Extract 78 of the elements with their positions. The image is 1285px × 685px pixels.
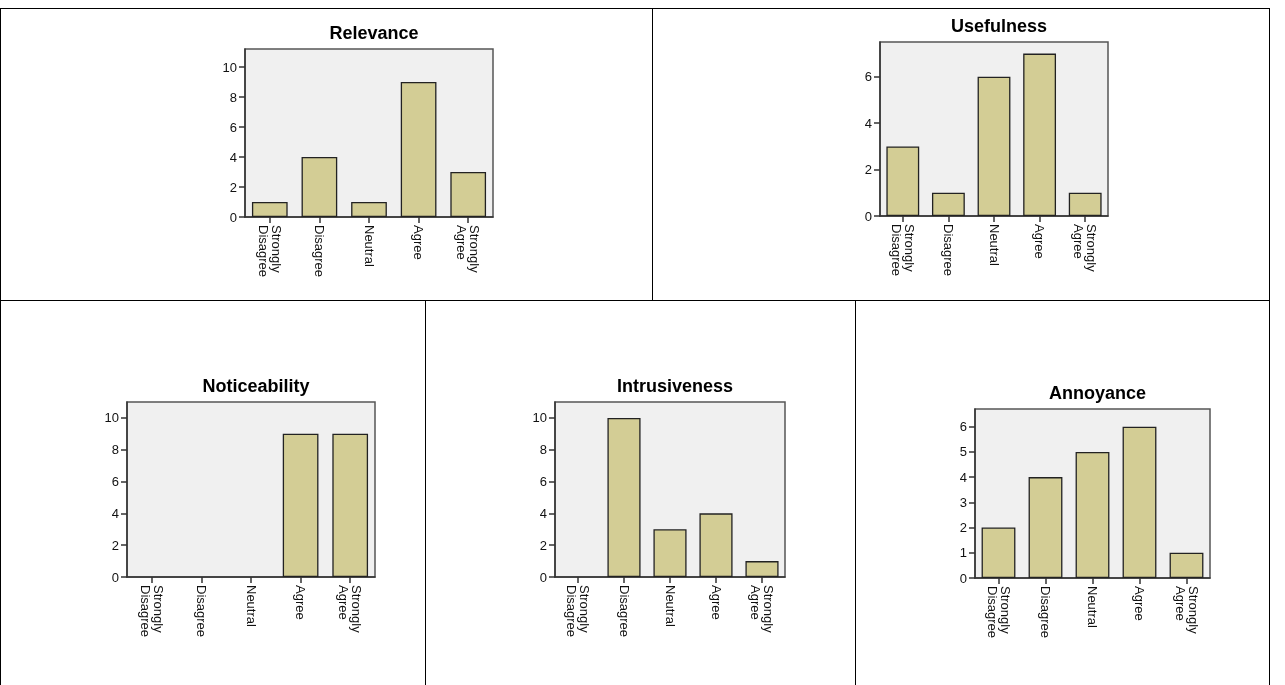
x-tick-label: Strongly Agree — [336, 585, 365, 634]
y-tick-label: 4 — [959, 469, 967, 485]
chart-title: Annoyance — [1048, 383, 1147, 403]
chart-title: Intrusiveness — [616, 376, 734, 396]
x-tick-label: Strongly Disagree — [137, 585, 166, 638]
x-tick-label: Disagree — [1038, 586, 1053, 639]
bar — [886, 146, 920, 216]
bar — [1023, 53, 1057, 216]
x-tick-label: Strongly Disagree — [564, 585, 592, 638]
bar — [977, 76, 1011, 216]
bar — [251, 202, 288, 217]
bar — [745, 561, 779, 577]
chart-title: Usefulness — [950, 16, 1048, 36]
y-tick-label: 0 — [959, 570, 967, 586]
y-tick-label: 10 — [532, 410, 547, 426]
y-tick-label: 8 — [111, 442, 119, 458]
y-tick-label: 5 — [959, 444, 967, 460]
y-tick-label: 2 — [959, 520, 967, 536]
x-tick-label: Neutral — [361, 225, 377, 268]
y-tick-label: 0 — [111, 569, 119, 585]
bar — [1028, 477, 1063, 578]
x-tick-label: Disagree — [311, 225, 327, 278]
x-tick-label: Neutral — [243, 585, 259, 628]
x-tick-label: Agree — [1032, 224, 1048, 259]
y-tick-label: 10 — [222, 59, 237, 75]
bar — [400, 82, 437, 217]
y-tick-label: 2 — [864, 162, 872, 178]
y-tick-label: 4 — [864, 115, 872, 131]
x-tick-label: Neutral — [662, 585, 678, 628]
x-tick-label: Disagree — [940, 224, 956, 277]
y-tick-label: 8 — [539, 442, 547, 458]
y-tick-label: 8 — [229, 89, 237, 105]
chart-title: Noticeability — [202, 376, 310, 396]
x-tick-label: Neutral — [986, 224, 1002, 267]
x-tick-label: Strongly Agree — [1172, 586, 1201, 635]
x-tick-label: Disagree — [193, 585, 209, 638]
x-tick-label: Neutral — [1085, 586, 1100, 629]
y-tick-label: 3 — [959, 494, 967, 510]
x-tick-label: Agree — [1132, 586, 1147, 621]
y-tick-label: 2 — [111, 537, 119, 553]
x-tick-label: Strongly Agree — [454, 225, 483, 274]
bar — [931, 192, 965, 216]
y-tick-label: 4 — [111, 505, 119, 521]
y-tick-label: 0 — [539, 569, 547, 585]
bar — [1075, 451, 1110, 578]
x-tick-label: Agree — [293, 585, 309, 620]
y-tick-label: 6 — [864, 69, 872, 85]
bar — [981, 527, 1016, 578]
y-tick-label: 1 — [959, 545, 967, 561]
chart-title: Relevance — [329, 23, 419, 43]
x-tick-label: Strongly Agree — [748, 585, 776, 634]
y-tick-label: 6 — [229, 119, 237, 135]
y-tick-label: 6 — [959, 419, 967, 435]
y-tick-label: 0 — [229, 209, 237, 225]
x-tick-label: Strongly Agree — [1071, 224, 1100, 273]
bar — [1122, 426, 1157, 578]
x-tick-label: Disagree — [616, 585, 632, 638]
bar — [1068, 192, 1102, 216]
x-tick-label: Agree — [708, 585, 724, 620]
bar — [699, 513, 733, 577]
bar — [301, 157, 338, 217]
bar — [607, 417, 641, 577]
y-tick-label: 4 — [229, 149, 237, 165]
bar — [351, 202, 387, 217]
bar — [1169, 552, 1204, 578]
y-tick-label: 10 — [104, 410, 119, 426]
x-tick-label: Strongly Disagree — [984, 586, 1013, 639]
y-tick-label: 6 — [539, 474, 547, 490]
bar — [450, 172, 487, 217]
x-tick-label: Agree — [411, 225, 427, 260]
x-tick-label: Strongly Disagree — [255, 225, 284, 278]
y-tick-label: 2 — [539, 537, 547, 553]
y-tick-label: 0 — [864, 208, 872, 224]
y-tick-label: 4 — [539, 505, 547, 521]
x-tick-label: Strongly Disagree — [888, 224, 917, 277]
y-tick-label: 2 — [229, 179, 237, 195]
bar — [653, 529, 687, 577]
y-tick-label: 6 — [111, 474, 119, 490]
